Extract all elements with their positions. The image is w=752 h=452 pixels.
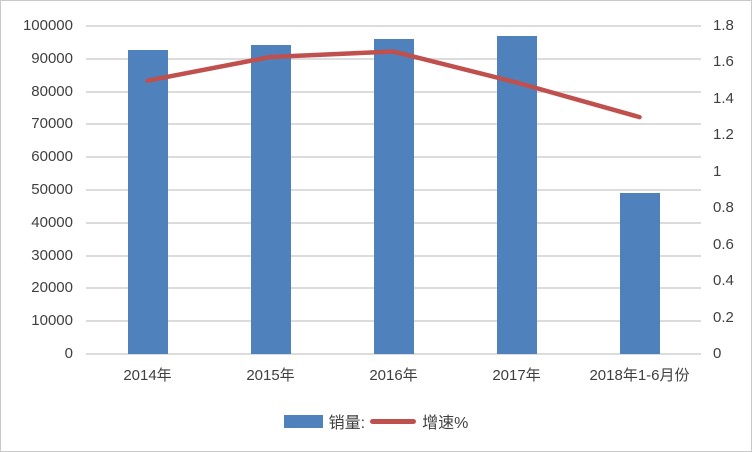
right-axis-tick-label: 1.2 — [713, 126, 734, 144]
right-axis-tick-label: 0.4 — [713, 272, 734, 290]
right-axis-tick-label: 1.6 — [713, 53, 734, 71]
x-axis-label-2014年: 2014年 — [123, 367, 172, 384]
legend-label-sales: 销量: — [328, 415, 366, 432]
left-axis-tick-label: 10000 — [31, 312, 73, 330]
gridline — [86, 353, 701, 355]
legend-item-growth: 增速% — [370, 409, 468, 433]
growth-line-series — [145, 49, 642, 120]
left-axis-tick-label: 80000 — [31, 82, 73, 100]
legend: 销量: 增速% — [1, 406, 751, 436]
right-axis-tick-label: 1.4 — [713, 89, 734, 107]
bar-2014年 — [127, 50, 168, 354]
left-axis-tick-label: 60000 — [31, 148, 73, 166]
left-axis-tick-label: 20000 — [31, 279, 73, 297]
right-axis-tick-label: 0 — [713, 345, 722, 362]
plot-area — [86, 25, 701, 355]
bar-2015年 — [250, 45, 291, 354]
bar-2016年 — [373, 39, 414, 354]
right-axis-tick-label: 1 — [713, 162, 722, 180]
bar-2018年1-6月份 — [619, 193, 660, 354]
left-axis-tick-label: 30000 — [31, 246, 73, 264]
bar-2017年 — [496, 35, 537, 354]
bar-series-swatch — [283, 414, 323, 428]
line-series-swatch — [370, 418, 417, 424]
legend-label-growth: 增速% — [422, 415, 469, 432]
right-axis-tick-label: 0.8 — [713, 199, 734, 217]
left-axis-tick-label: 40000 — [31, 213, 73, 231]
left-axis-tick-label: 90000 — [31, 49, 73, 67]
legend-item-sales: 销量: — [283, 409, 366, 433]
right-axis-tick-label: 1.8 — [713, 17, 734, 34]
left-axis-tick-label: 0 — [64, 345, 73, 362]
right-axis-tick-label: 0.2 — [713, 308, 734, 326]
x-axis-label-2017年: 2017年 — [492, 367, 541, 384]
x-axis-label-2016年: 2016年 — [369, 367, 418, 384]
x-axis-label-2018年1-6月份: 2018年1-6月份 — [589, 367, 690, 384]
growth-line-path — [145, 49, 642, 120]
left-axis-tick-label: 70000 — [31, 115, 73, 133]
right-axis-tick-label: 0.6 — [713, 235, 734, 253]
left-axis-tick-label: 100000 — [22, 17, 73, 34]
left-axis-tick-label: 50000 — [31, 181, 73, 198]
gridline — [86, 25, 701, 27]
x-axis-label-2015年: 2015年 — [246, 367, 295, 384]
